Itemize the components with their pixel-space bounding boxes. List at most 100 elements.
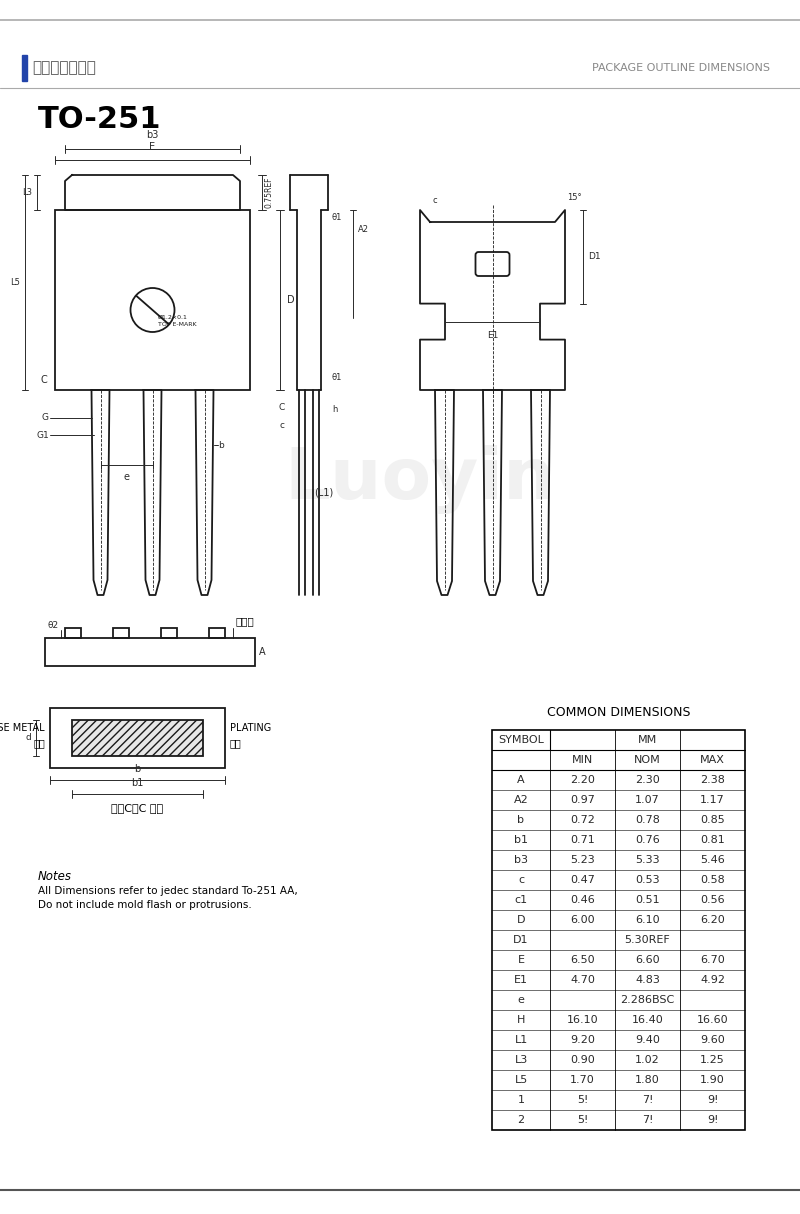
Bar	[22, 55, 27, 81]
Text: 5.23: 5.23	[570, 855, 595, 866]
Text: 6.10: 6.10	[635, 915, 660, 925]
Text: 0.53: 0.53	[635, 875, 660, 885]
Text: b3: b3	[514, 855, 528, 866]
Text: A: A	[259, 647, 266, 657]
Text: 1: 1	[518, 1095, 525, 1105]
Text: d: d	[26, 733, 31, 743]
Text: 1.02: 1.02	[635, 1055, 660, 1065]
Bar	[55, 210, 250, 390]
Text: 5!: 5!	[577, 1095, 588, 1105]
Text: 6.60: 6.60	[635, 955, 660, 965]
Text: 7!: 7!	[642, 1095, 654, 1105]
Text: 1.25: 1.25	[700, 1055, 725, 1065]
Text: PACKAGE OUTLINE DIMENSIONS: PACKAGE OUTLINE DIMENSIONS	[592, 63, 770, 73]
Text: COMMON DIMENSIONS: COMMON DIMENSIONS	[546, 705, 690, 719]
Text: 截面C－C 碳转: 截面C－C 碳转	[111, 802, 163, 813]
Text: D: D	[517, 915, 526, 925]
Text: 2.38: 2.38	[700, 775, 725, 785]
Text: e: e	[123, 472, 130, 482]
Text: E1: E1	[514, 975, 528, 985]
Text: 0.72: 0.72	[570, 815, 595, 826]
Text: 0.58: 0.58	[700, 875, 725, 885]
Text: 4.70: 4.70	[570, 975, 595, 985]
Text: 0.47: 0.47	[570, 875, 595, 885]
Text: MAX: MAX	[700, 755, 725, 765]
Text: 2: 2	[518, 1114, 525, 1125]
Text: 1.80: 1.80	[635, 1076, 660, 1085]
Text: 4.92: 4.92	[700, 975, 725, 985]
Text: 0.75REF: 0.75REF	[265, 177, 274, 209]
Text: MIN: MIN	[572, 755, 593, 765]
Text: 7!: 7!	[642, 1114, 654, 1125]
Bar	[65, 628, 81, 639]
Text: b1: b1	[131, 778, 144, 788]
Text: Ø1.2×0.1: Ø1.2×0.1	[158, 314, 187, 320]
Text: 5!: 5!	[577, 1114, 588, 1125]
Text: L5: L5	[10, 278, 20, 287]
Text: 0.78: 0.78	[635, 815, 660, 826]
Text: L5: L5	[514, 1076, 528, 1085]
Text: 1.07: 1.07	[635, 795, 660, 805]
Text: C: C	[40, 375, 47, 385]
Text: C: C	[278, 403, 285, 413]
Bar	[72, 720, 203, 756]
Text: L1: L1	[514, 1036, 528, 1045]
Text: 基材: 基材	[34, 738, 45, 748]
Text: 9!: 9!	[706, 1095, 718, 1105]
Text: θ1: θ1	[332, 214, 342, 222]
Bar	[209, 628, 225, 639]
Text: θ1: θ1	[332, 374, 342, 382]
Text: c: c	[280, 420, 285, 430]
Text: H: H	[517, 1015, 525, 1025]
Text: θ2: θ2	[47, 622, 58, 630]
Text: 4.83: 4.83	[635, 975, 660, 985]
Text: 1.17: 1.17	[700, 795, 725, 805]
Text: SYMBOL: SYMBOL	[498, 734, 544, 745]
Text: 0.81: 0.81	[700, 835, 725, 845]
Text: 6.20: 6.20	[700, 915, 725, 925]
Text: 1.90: 1.90	[700, 1076, 725, 1085]
Text: All Dimensions refer to jedec standard To-251 AA,: All Dimensions refer to jedec standard T…	[38, 886, 298, 896]
Text: 9.20: 9.20	[570, 1036, 595, 1045]
Text: 1.70: 1.70	[570, 1076, 595, 1085]
Text: b: b	[518, 815, 525, 826]
Text: 0.46: 0.46	[570, 895, 595, 904]
Text: 5.30REF: 5.30REF	[625, 935, 670, 944]
Text: 2.20: 2.20	[570, 775, 595, 785]
Bar	[45, 639, 255, 666]
Text: 6.50: 6.50	[570, 955, 595, 965]
Bar	[113, 628, 129, 639]
Text: 0.90: 0.90	[570, 1055, 595, 1065]
Text: MM: MM	[638, 734, 657, 745]
Text: b: b	[218, 441, 224, 449]
Text: L3: L3	[514, 1055, 528, 1065]
Text: BASE METAL: BASE METAL	[0, 724, 45, 733]
Text: D: D	[287, 295, 294, 305]
Text: NOM: NOM	[634, 755, 661, 765]
Text: 0.76: 0.76	[635, 835, 660, 845]
Text: TOP E-MARK: TOP E-MARK	[158, 322, 196, 327]
Text: b1: b1	[514, 835, 528, 845]
Text: 5.33: 5.33	[635, 855, 660, 866]
Text: 2.30: 2.30	[635, 775, 660, 785]
Text: 16.40: 16.40	[632, 1015, 663, 1025]
Text: b: b	[134, 764, 141, 775]
Text: 0.71: 0.71	[570, 835, 595, 845]
Text: 2.286BSC: 2.286BSC	[620, 995, 674, 1005]
Text: 0.51: 0.51	[635, 895, 660, 904]
Text: c1: c1	[514, 895, 527, 904]
Text: 16.60: 16.60	[697, 1015, 728, 1025]
Bar	[492, 730, 745, 1130]
Text: 6.00: 6.00	[570, 915, 595, 925]
Text: PLATING: PLATING	[230, 724, 271, 733]
Text: Luoyin: Luoyin	[285, 446, 555, 515]
Text: 0.97: 0.97	[570, 795, 595, 805]
Text: 15°: 15°	[567, 193, 582, 202]
Text: L3: L3	[22, 188, 32, 197]
Text: 镀层: 镀层	[230, 738, 242, 748]
Text: h: h	[332, 405, 338, 414]
Text: c: c	[518, 875, 524, 885]
Text: 0.56: 0.56	[700, 895, 725, 904]
Text: A2: A2	[514, 795, 528, 805]
Text: 9.60: 9.60	[700, 1036, 725, 1045]
